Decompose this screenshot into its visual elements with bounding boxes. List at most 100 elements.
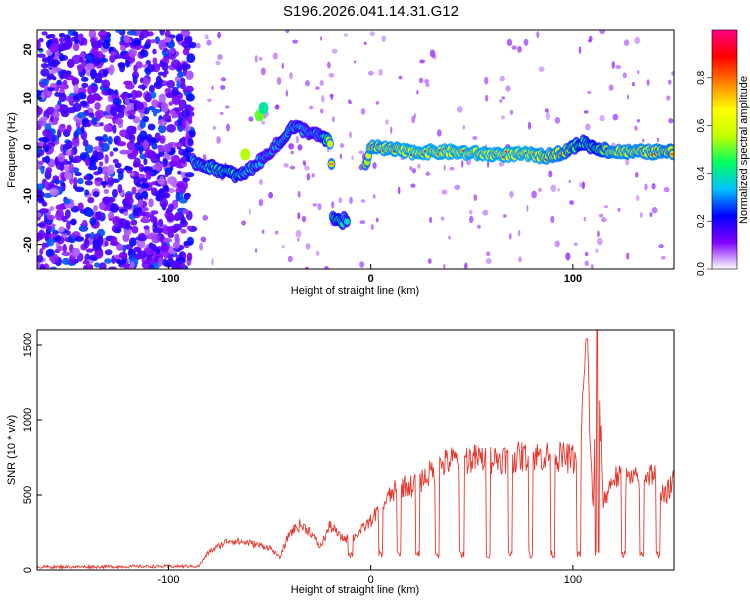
heatmap-faint-cell — [585, 123, 591, 131]
heatmap-noise-cell — [48, 58, 57, 67]
heatmap-noise-cell — [170, 59, 181, 69]
heatmap-noise-cell — [123, 166, 133, 171]
heatmap-faint-cell — [202, 214, 209, 221]
heatmap-noise-cell — [72, 42, 80, 52]
heatmap-noise-cell — [40, 63, 49, 69]
heatmap-noise-cell — [187, 106, 195, 112]
heatmap-noise-cell — [181, 216, 186, 225]
heatmap-faint-cell — [557, 188, 560, 192]
heatmap-noise-cell — [93, 146, 102, 151]
heatmap-noise-cell — [123, 196, 134, 206]
heatmap-noise-cell — [180, 120, 186, 130]
heatmap-noise-cell — [131, 225, 139, 234]
heatmap-faint-cell — [254, 248, 258, 253]
heatmap-noise-cell — [123, 227, 132, 237]
heatmap-noise-cell — [57, 153, 66, 163]
heatmap-noise-cell — [164, 36, 172, 43]
heatmap-noise-cell — [147, 64, 155, 73]
heatmap-noise-cell — [49, 266, 58, 269]
heatmap-noise-cell — [109, 66, 114, 76]
heatmap-noise-cell — [115, 54, 124, 59]
heatmap-faint-cell — [260, 67, 266, 76]
heatmap-faint-cell — [330, 93, 334, 101]
spectrogram-x-tick-label: -100 — [157, 273, 179, 285]
heatmap-noise-cell — [73, 84, 79, 95]
heatmap-noise-cell — [79, 100, 88, 107]
heatmap-noise-cell — [85, 53, 95, 63]
heatmap-noise-cell — [88, 157, 97, 162]
heatmap-noise-cell — [112, 216, 121, 226]
heatmap-noise-cell — [133, 176, 142, 187]
heatmap-ridge-peak — [670, 152, 674, 156]
heatmap-faint-cell — [591, 264, 594, 269]
heatmap-faint-cell — [199, 242, 204, 251]
heatmap-noise-cell — [54, 104, 61, 110]
heatmap-faint-cell — [611, 61, 615, 69]
heatmap-noise-cell — [85, 63, 95, 70]
heatmap-faint-cell — [578, 46, 582, 54]
heatmap-noise-cell — [174, 233, 180, 243]
heatmap-noise-cell — [45, 34, 52, 39]
heatmap-noise-cell — [126, 30, 137, 36]
heatmap-noise-cell — [185, 131, 190, 139]
heatmap-faint-cell — [612, 113, 619, 121]
heatmap-noise-cell — [75, 248, 80, 256]
heatmap-faint-cell — [456, 106, 463, 113]
heatmap-noise-cell — [67, 106, 77, 114]
heatmap-faint-cell — [599, 115, 605, 122]
heatmap-faint-cell — [331, 201, 335, 209]
heatmap-noise-cell — [87, 161, 97, 167]
heatmap-noise-cell — [168, 245, 174, 255]
heatmap-faint-cell — [332, 116, 335, 123]
heatmap-noise-cell — [55, 204, 65, 211]
heatmap-faint-cell — [398, 75, 403, 80]
snr-x-tick-label: 0 — [368, 574, 374, 586]
heatmap-noise-cell — [52, 175, 60, 181]
heatmap-noise-cell — [115, 30, 123, 34]
heatmap-noise-cell — [47, 248, 54, 257]
heatmap-faint-cell — [588, 39, 592, 43]
heatmap-faint-cell — [327, 61, 331, 69]
heatmap-faint-cell — [536, 31, 540, 39]
heatmap-noise-cell — [40, 68, 50, 77]
heatmap-noise-cell — [37, 124, 42, 130]
heatmap-noise-cell — [76, 112, 87, 119]
heatmap-noise-cell — [58, 124, 66, 133]
heatmap-noise-cell — [172, 241, 181, 249]
heatmap-ridge-peak — [328, 162, 334, 166]
heatmap-noise-cell — [142, 76, 150, 87]
heatmap-faint-cell — [634, 125, 638, 131]
heatmap-noise-cell — [135, 61, 143, 69]
heatmap-noise-cell — [150, 244, 157, 249]
heatmap-noise-cell — [73, 177, 78, 186]
heatmap-noise-cell — [157, 124, 167, 134]
heatmap-noise-cell — [113, 226, 121, 234]
heatmap-noise-cell — [128, 237, 137, 247]
heatmap-noise-cell — [37, 222, 46, 228]
heatmap-noise-cell — [163, 249, 169, 259]
heatmap-noise-cell — [37, 39, 41, 50]
heatmap-faint-cell — [312, 203, 318, 207]
heatmap-faint-cell — [603, 205, 609, 209]
heatmap-faint-cell — [505, 85, 511, 92]
spectrogram-y-tick-label: -10 — [22, 188, 34, 204]
heatmap-noise-cell — [44, 155, 51, 164]
heatmap-faint-cell — [472, 135, 478, 140]
heatmap-noise-cell — [102, 133, 109, 143]
heatmap-noise-cell — [109, 203, 119, 213]
heatmap-faint-cell — [397, 186, 401, 195]
heatmap-noise-cell — [37, 183, 45, 190]
heatmap-faint-cell — [297, 212, 301, 220]
heatmap-faint-cell — [454, 184, 461, 190]
heatmap-faint-cell — [656, 137, 660, 143]
heatmap-noise-cell — [171, 154, 181, 165]
heatmap-noise-cell — [94, 262, 100, 268]
heatmap-noise-cell — [41, 78, 50, 86]
heatmap-faint-cell — [468, 215, 474, 224]
heatmap-noise-cell — [124, 83, 135, 90]
heatmap-faint-cell — [258, 198, 264, 207]
heatmap-noise-cell — [119, 93, 129, 99]
figure-title: S196.2026.041.14.31.G12 — [283, 3, 459, 20]
heatmap-noise-cell — [100, 180, 109, 186]
heatmap-faint-cell — [241, 220, 246, 226]
